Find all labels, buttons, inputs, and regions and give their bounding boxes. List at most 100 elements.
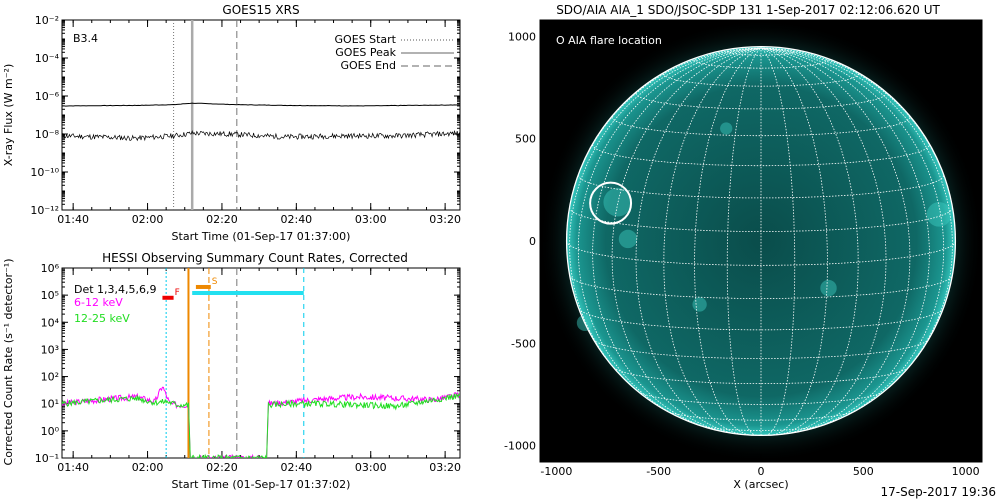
longitude-line: [577, 47, 762, 424]
sun-disk: [566, 46, 956, 436]
latitude-line: [694, 59, 828, 69]
aia-x-label: X (arcsec): [733, 478, 788, 491]
goes-legend: GOES Start GOES Peak GOES End: [335, 33, 454, 72]
goes-x-tick-label: 03:20: [429, 213, 461, 226]
longitude-line: [760, 47, 930, 431]
hessi-y-tick-label: 10²: [41, 371, 59, 384]
hessi-12-25kev-line: [62, 391, 460, 458]
legend-goes-end: GOES End: [340, 59, 396, 72]
goes-y-tick-label: 10⁻⁶: [35, 90, 60, 103]
aia-x-tick-label: -1000: [540, 465, 572, 478]
goes-y-label: X-ray Flux (W m⁻²): [2, 64, 15, 166]
goes-y-tick-label: 10⁻¹²: [30, 204, 59, 217]
latitude-line: [569, 207, 953, 232]
active-region: [692, 297, 707, 312]
aia-y-tick-label: -1000: [504, 440, 536, 453]
hessi-y-tick-label: 10³: [41, 343, 59, 356]
latitude-line: [578, 308, 944, 331]
hessi-x-label: Start Time (01-Sep-17 01:37:02): [172, 478, 351, 491]
goes-y-tick-label: 10⁻⁸: [35, 128, 60, 141]
goes-y-tick-label: 10⁻⁴: [35, 52, 60, 65]
aia-title: SDO/AIA AIA_1 SDO/JSOC-SDP 131 1-Sep-201…: [556, 3, 940, 17]
hessi-x-axis: 01:40 02:00 02:20 02:40 03:00 03:20: [57, 268, 461, 474]
active-region: [720, 122, 733, 135]
active-region: [603, 187, 633, 217]
aia-y-tick-label: 0: [529, 235, 536, 248]
hessi-y-axis: 10⁻¹ 10⁰ 10¹ 10² 10³ 10⁴ 10⁵ 10⁶: [35, 262, 460, 465]
legend-goes-start: GOES Start: [335, 33, 397, 46]
longitude-line: [760, 47, 828, 436]
hessi-x-tick-label: 03:00: [355, 461, 387, 474]
goes-flare-class: B3.4: [73, 32, 98, 45]
goes-x-label: Start Time (01-Sep-17 01:37:00): [172, 230, 351, 243]
hessi-flag-label: S: [212, 277, 218, 287]
legend-6-12kev: 6-12 keV: [74, 296, 123, 309]
aia-y-axis: -1000 -500 0 500 1000: [504, 30, 548, 453]
longitude-line: [726, 47, 762, 436]
longitude-line: [760, 47, 911, 434]
goes-y-tick-label: 10⁻²: [35, 14, 59, 27]
active-region: [618, 229, 638, 249]
active-region: [926, 202, 952, 227]
hessi-y-tick-label: 10¹: [41, 398, 59, 411]
aia-x-tick-label: -500: [646, 465, 671, 478]
latitude-line: [566, 240, 956, 266]
aia-y-tick-label: 500: [515, 133, 536, 146]
latitude-line: [613, 367, 909, 384]
hessi-6-12kev-line: [62, 386, 460, 458]
longitude-line: [760, 47, 796, 436]
heliographic-grid: [566, 47, 956, 436]
longitude-line: [760, 47, 945, 424]
hessi-x-tick-label: 02:00: [132, 461, 164, 474]
aia-x-axis: -1000 -500 0 500 1000: [540, 454, 980, 478]
latitude-line: [592, 144, 930, 167]
hessi-y-label: Corrected Count Rate (s⁻¹ detector⁻¹): [2, 259, 15, 466]
aia-x-tick-label: 500: [853, 465, 874, 478]
flare-location-circle: [589, 181, 633, 225]
hessi-y-tick-label: 10⁰: [41, 425, 60, 438]
longitude-line: [611, 47, 762, 434]
goes-x-axis: 01:40 02:00 02:20 02:40 03:00 03:20: [57, 20, 461, 226]
goes-x-tick-label: 02:00: [132, 213, 164, 226]
longitude-line: [566, 47, 762, 242]
aia-legend: O AIA flare location: [556, 34, 662, 47]
aia-y-tick-label: 1000: [508, 30, 536, 43]
hessi-y-tick-label: 10⁴: [41, 316, 60, 329]
legend-detectors: Det 1,3,4,5,6,9: [74, 283, 157, 296]
hessi-legend: Det 1,3,4,5,6,9 6-12 keV 12-25 keV: [74, 283, 157, 325]
latitude-line: [593, 339, 929, 359]
longitude-line: [694, 47, 762, 436]
goes-x-tick-label: 01:40: [57, 213, 89, 226]
goes-y-tick-label: 10⁻¹⁰: [30, 166, 59, 179]
active-region: [820, 279, 837, 297]
hessi-flag-label: F: [175, 288, 180, 298]
latitude-line: [699, 425, 823, 431]
footer-timestamp: 17-Sep-2017 19:36: [881, 485, 996, 499]
aia-panel: SDO/AIA AIA_1 SDO/JSOC-SDP 131 1-Sep-201…: [504, 3, 983, 491]
longitude-line: [760, 47, 956, 242]
legend-goes-peak: GOES Peak: [335, 46, 396, 59]
hessi-y-tick-label: 10⁶: [41, 262, 60, 275]
goes-short-channel-line: [62, 129, 460, 142]
hessi-event-lines: SF: [162, 268, 305, 458]
hessi-x-tick-label: 03:20: [429, 461, 461, 474]
hessi-title: HESSI Observing Summary Count Rates, Cor…: [102, 251, 408, 265]
goes-frame: [61, 19, 461, 211]
aia-x-tick-label: 1000: [952, 465, 980, 478]
goes-x-tick-label: 02:20: [206, 213, 238, 226]
longitude-line: [569, 47, 762, 396]
hessi-y-tick-label: 10⁻¹: [35, 452, 59, 465]
longitude-line: [760, 47, 953, 396]
goes-x-tick-label: 02:40: [280, 213, 312, 226]
goes-title: GOES15 XRS: [222, 3, 299, 17]
hessi-x-tick-label: 01:40: [57, 461, 89, 474]
goes-series: [62, 102, 460, 142]
sun-limb: [565, 45, 957, 437]
hessi-x-tick-label: 02:40: [280, 461, 312, 474]
hessi-y-tick-label: 10⁵: [41, 289, 59, 302]
goes-x-tick-label: 03:00: [355, 213, 387, 226]
goes-y-axis: 10⁻¹² 10⁻¹⁰ 10⁻⁸ 10⁻⁶ 10⁻⁴ 10⁻²: [30, 14, 460, 217]
goes-event-lines: [173, 20, 238, 210]
aia-y-tick-label: -500: [511, 337, 536, 350]
